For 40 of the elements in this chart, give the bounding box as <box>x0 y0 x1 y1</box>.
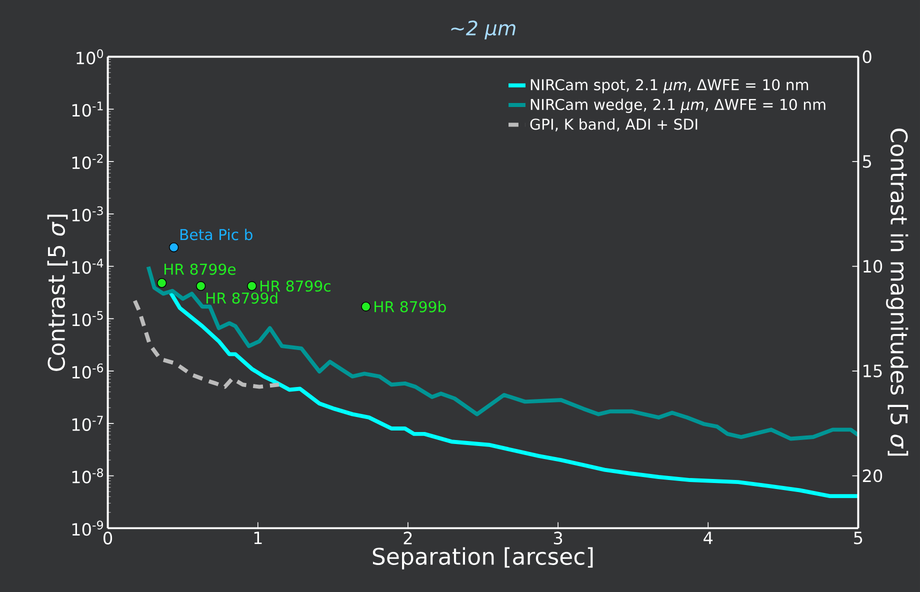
y-tick-label: 10$^{-6}$ <box>72 363 104 379</box>
x-tick-label: 0 <box>104 532 112 544</box>
y-tick-label: 10$^{-5}$ <box>72 311 103 326</box>
y-axis-title: Contrast [5 σ] <box>47 214 68 371</box>
point <box>196 281 206 291</box>
legend-label: GPI, K band, ADI + SDI <box>530 118 698 132</box>
y-tick-label: 10$^{-3}$ <box>72 206 103 222</box>
x-tick-label: 1 <box>254 532 262 544</box>
y-tick-label: 10$^{-9}$ <box>72 520 103 536</box>
chart-title: ~2 μm <box>451 20 516 40</box>
y-tick-label: 10$^{-7}$ <box>72 416 103 431</box>
x-tick-label: 2 <box>404 532 412 544</box>
annotation: HR 8799d <box>206 292 278 304</box>
y-tick-label: 10$^{-4}$ <box>72 258 104 274</box>
annotation: HR 8799e <box>164 264 236 275</box>
point <box>361 302 371 312</box>
point <box>168 242 179 252</box>
y-tick-label: 10$^{0}$ <box>76 49 104 64</box>
line-series <box>168 290 858 498</box>
y2-tick-label: 15 <box>864 364 882 378</box>
legend-label: NIRCam wedge, 2.1 μm, ΔWFE = 10 nm <box>530 98 826 114</box>
line-series <box>146 264 858 441</box>
annotation: Beta Pic b <box>180 228 252 240</box>
x-tick-label: 4 <box>704 532 713 544</box>
x-tick-label: 3 <box>554 532 562 544</box>
legend-label: NIRCam spot, 2.1 μm, ΔWFE = 10 nm <box>530 79 808 94</box>
y-tick-label: 10$^{-8}$ <box>72 468 103 484</box>
point <box>156 278 167 288</box>
point <box>247 281 257 291</box>
y2-axis-title: Contrast in magnitudes [5 σ] <box>886 128 908 456</box>
annotation: HR 8799c <box>260 280 330 292</box>
annotation: HR 8799b <box>374 300 446 312</box>
y2-tick-label: 10 <box>864 260 882 273</box>
y-tick-label: 10$^{-2}$ <box>72 154 103 170</box>
x-axis-title: Separation [arcsec] <box>372 547 593 570</box>
y2-tick-label: 0 <box>862 50 872 64</box>
y-tick-label: 10$^{-1}$ <box>72 102 103 117</box>
x-tick-label: 5 <box>854 532 862 544</box>
y2-tick-label: 20 <box>862 469 882 482</box>
y2-tick-label: 5 <box>863 155 871 168</box>
